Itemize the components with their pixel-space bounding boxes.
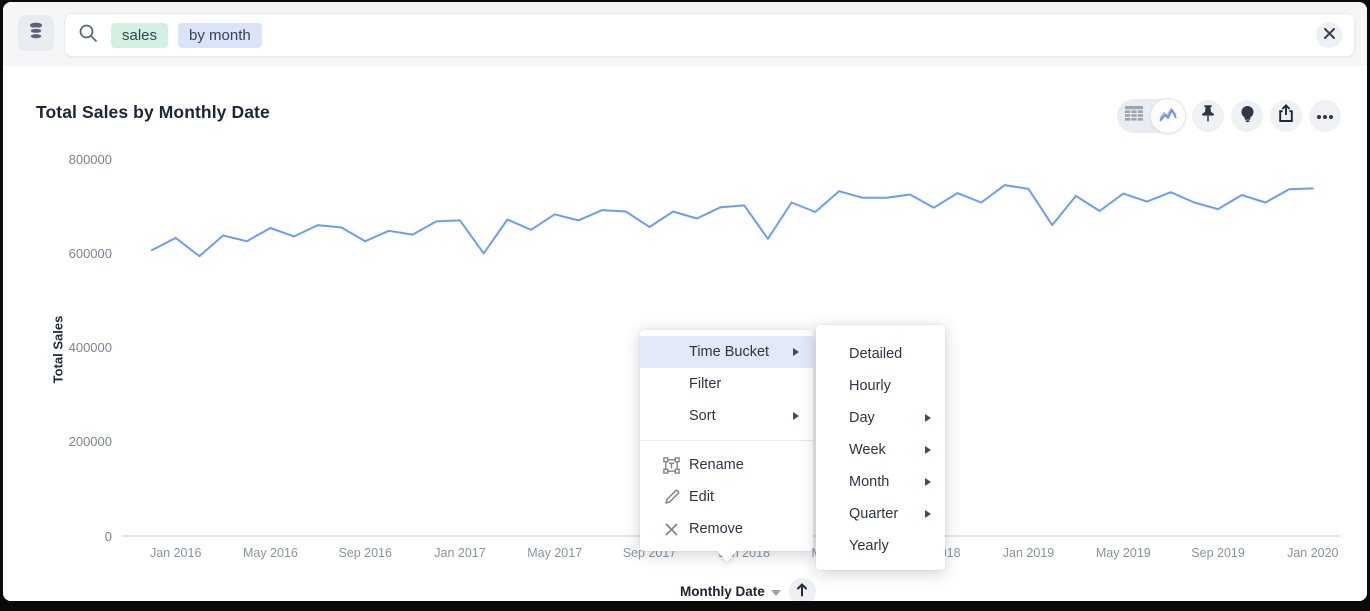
menu-item-label: Time Bucket [689, 344, 770, 360]
search-token-sales[interactable]: sales [111, 22, 169, 48]
rename-icon [663, 456, 680, 474]
y-tick-label: 0 [104, 528, 112, 544]
y-tick-label: 400000 [68, 340, 112, 356]
menu-item-label: Edit [689, 489, 714, 505]
chevron-right-icon [925, 414, 931, 422]
pin-button[interactable] [1192, 100, 1224, 132]
clear-search-button[interactable] [1316, 22, 1342, 48]
search-token-by-month[interactable]: by month [178, 22, 262, 48]
chevron-right-icon [793, 348, 799, 356]
y-tick-label: 600000 [68, 245, 112, 261]
pin-icon [1199, 104, 1217, 128]
chart-title: Total Sales by Monthly Date [36, 102, 270, 122]
x-axis-column-button[interactable]: Monthly Date [680, 584, 781, 599]
share-button[interactable] [1270, 100, 1302, 132]
search-bar[interactable]: sales by month [64, 13, 1355, 57]
x-tick-label: Sep 2016 [338, 546, 392, 560]
menu-item-label: Day [849, 410, 875, 426]
more-options-button[interactable] [1309, 100, 1341, 132]
column-context-menu: Time Bucket Filter Sort Rename Edit Remove [640, 330, 813, 551]
search-icon [77, 22, 99, 49]
x-axis-column-label: Monthly Date [680, 584, 765, 599]
y-tick-label: 200000 [68, 434, 112, 450]
y-tick-label: 800000 [68, 151, 112, 167]
menu-item-yearly[interactable]: Yearly [816, 530, 945, 562]
sort-direction-button[interactable] [788, 578, 816, 602]
x-tick-label: Sep 2019 [1191, 546, 1245, 560]
table-icon [1125, 105, 1143, 127]
database-icon [26, 21, 46, 46]
menu-item-label: Hourly [849, 378, 891, 394]
menu-item-edit[interactable]: Edit [640, 481, 813, 513]
ellipsis-icon [1316, 107, 1334, 125]
chevron-right-icon [793, 412, 799, 420]
chevron-down-icon [770, 589, 781, 596]
sort-ascending-icon [795, 582, 809, 602]
table-view-button[interactable] [1117, 99, 1151, 133]
menu-item-label: Remove [689, 521, 743, 537]
x-tick-label: May 2019 [1095, 546, 1151, 560]
x-tick-label: Jan 2020 [1287, 546, 1339, 560]
menu-item-sort[interactable]: Sort [640, 400, 813, 432]
x-tick-label: Jan 2019 [1002, 546, 1055, 560]
menu-item-label: Filter [689, 376, 722, 392]
menu-item-week[interactable]: Week [816, 434, 945, 466]
menu-item-label: Week [849, 442, 886, 458]
chart-view-button[interactable] [1151, 99, 1185, 133]
menu-item-label: Quarter [849, 506, 899, 522]
data-source-button[interactable] [18, 15, 54, 51]
menu-item-label: Yearly [849, 538, 889, 554]
menu-item-time-bucket[interactable]: Time Bucket [640, 336, 813, 368]
menu-item-label: Detailed [849, 346, 903, 362]
line-chart-icon [1159, 106, 1177, 127]
menu-item-quarter[interactable]: Quarter [816, 498, 945, 530]
menu-item-rename[interactable]: Rename [640, 449, 813, 481]
share-icon [1277, 104, 1295, 128]
menu-item-hourly[interactable]: Hourly [816, 370, 945, 402]
x-axis-control: Monthly Date [680, 578, 816, 601]
chevron-right-icon [925, 478, 931, 486]
menu-item-month[interactable]: Month [816, 466, 945, 498]
edit-icon [663, 489, 680, 506]
menu-divider [640, 440, 813, 441]
time-bucket-submenu: Detailed Hourly Day Week Month Quarter Yearly [816, 325, 945, 570]
x-tick-label: Jan 2017 [434, 546, 486, 560]
close-icon [1323, 26, 1335, 44]
menu-item-day[interactable]: Day [816, 402, 945, 434]
chevron-right-icon [925, 446, 931, 454]
card-toolbar [1117, 96, 1341, 136]
lightbulb-icon [1239, 105, 1256, 128]
view-toggle [1117, 99, 1185, 133]
x-tick-label: Jan 2016 [149, 546, 202, 560]
app-screen: sales by month Total Sales by Monthly Dat… [3, 2, 1367, 601]
menu-item-detailed[interactable]: Detailed [816, 338, 945, 370]
insights-button[interactable] [1231, 100, 1263, 132]
menu-item-remove[interactable]: Remove [640, 513, 813, 545]
remove-icon [663, 521, 680, 538]
top-bar: sales by month [3, 2, 1367, 66]
menu-item-label: Sort [689, 408, 716, 424]
context-menu-caret [717, 550, 737, 562]
menu-item-label: Rename [689, 457, 744, 473]
search-tokens: sales by month [111, 22, 1316, 48]
menu-item-filter[interactable]: Filter [640, 368, 813, 400]
menu-item-label: Month [849, 474, 890, 490]
x-tick-label: May 2017 [527, 546, 583, 560]
x-tick-label: May 2016 [242, 546, 298, 560]
chevron-right-icon [925, 510, 931, 518]
